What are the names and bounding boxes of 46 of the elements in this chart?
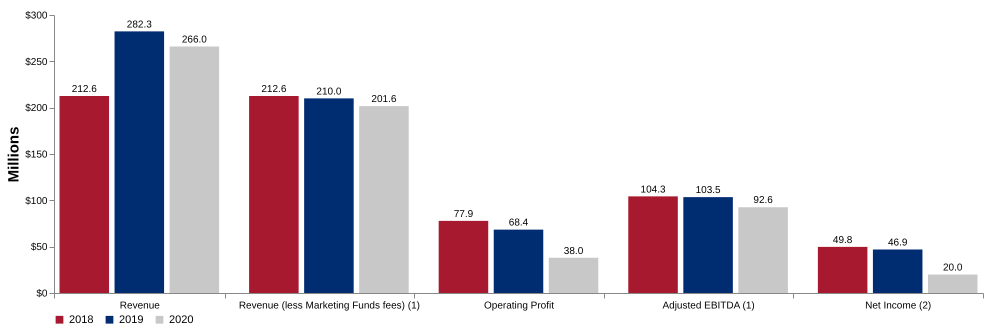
x-tick-label: Revenue: [120, 300, 160, 312]
x-tick-label: Adjusted EBITDA (1): [662, 300, 755, 312]
legend-label: 2020: [169, 314, 194, 326]
data-label: 38.0: [564, 246, 584, 257]
bar: [628, 196, 678, 293]
data-label: 77.9: [454, 208, 474, 220]
legend-label: 2019: [119, 314, 144, 326]
y-tick-label: $100: [25, 196, 48, 207]
y-tick-label: $200: [25, 103, 48, 114]
y-tick-label: $0: [36, 288, 48, 300]
data-label: 68.4: [508, 218, 529, 229]
bar: [438, 220, 488, 293]
bar: [170, 46, 220, 293]
y-tick-label: $50: [30, 242, 48, 254]
bar: [928, 274, 978, 293]
bar: [818, 246, 868, 293]
data-label: 210.0: [316, 86, 342, 98]
y-tick-label: $150: [25, 150, 48, 160]
data-label: 20.0: [942, 262, 963, 274]
bar: [60, 96, 110, 293]
bar: [114, 31, 164, 293]
data-label: 212.6: [261, 84, 287, 95]
data-label: 49.8: [832, 234, 853, 246]
data-label: 212.6: [72, 84, 98, 95]
data-label: 266.0: [182, 34, 208, 46]
bar: [304, 98, 354, 293]
data-label: 46.9: [888, 238, 908, 249]
y-axis-title: Millions: [5, 126, 22, 182]
x-tick-label: Net Income (2): [865, 300, 932, 312]
data-label: 92.6: [753, 195, 774, 206]
bar: [872, 250, 922, 293]
data-label: 104.3: [640, 184, 666, 196]
y-tick-label: $250: [25, 56, 48, 68]
bar: [494, 230, 544, 293]
x-tick-label: Operating Profit: [484, 300, 554, 312]
data-label: 282.3: [126, 19, 152, 30]
bar: [249, 96, 299, 293]
data-label: 103.5: [696, 185, 722, 196]
data-label: 201.6: [371, 94, 397, 106]
legend-label: 2018: [69, 314, 94, 326]
bar: [738, 207, 788, 293]
x-tick-label: Revenue (less Marketing Funds fees) (1): [238, 300, 420, 312]
y-tick-label: $300: [25, 10, 48, 22]
bar: [683, 197, 733, 293]
bar: [359, 106, 409, 293]
bar: [548, 258, 598, 293]
